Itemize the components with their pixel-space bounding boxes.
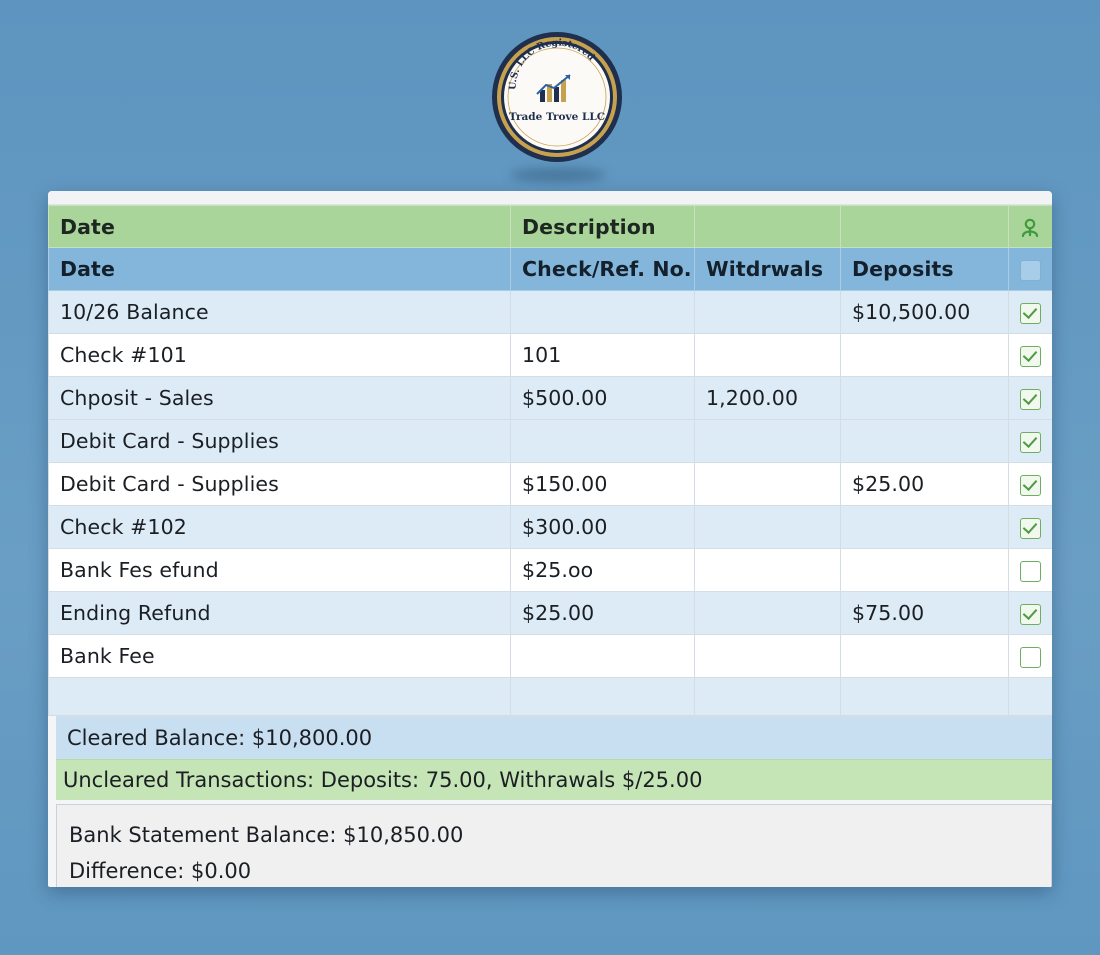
cleared-checkbox-icon[interactable]	[1020, 345, 1041, 367]
row-deposits	[840, 376, 1009, 420]
row-ref	[510, 419, 695, 463]
uncleared-transactions: Uncleared Transactions: Deposits: 75.00,…	[56, 759, 1052, 800]
table-row[interactable]: Debit Card - Supplies $150.00 $25.00	[48, 462, 1052, 506]
row-deposits: $75.00	[840, 591, 1009, 635]
chart-icon	[536, 74, 571, 102]
header-row-columns: Date Check/Ref. No. Witdrwals Deposits	[48, 247, 1052, 291]
cleared-checkbox-icon[interactable]	[1020, 388, 1041, 410]
column-deposits: Deposits	[840, 247, 1009, 291]
row-deposits	[840, 505, 1009, 549]
header-description: Description	[510, 205, 695, 248]
select-all-checkbox-icon[interactable]	[1020, 259, 1041, 281]
reconciliation-table: Date Description Date Check/Ref. No. Wit…	[48, 205, 1052, 716]
row-ref: $25.00	[510, 591, 695, 635]
table-row[interactable]: Check #102 $300.00	[48, 505, 1052, 549]
cleared-checkbox-icon[interactable]	[1020, 302, 1041, 324]
cleared-balance: Cleared Balance: $10,800.00	[56, 716, 1052, 759]
row-ref	[510, 634, 695, 678]
reconciliation-card: Date Description Date Check/Ref. No. Wit…	[48, 191, 1052, 887]
row-withdrawals	[694, 548, 841, 592]
row-deposits	[840, 419, 1009, 463]
header-row-top: Date Description	[48, 205, 1052, 248]
row-withdrawals	[694, 333, 841, 377]
row-description: Check #102	[48, 505, 511, 549]
row-description: Chposit - Sales	[48, 376, 511, 420]
table-row[interactable]: Chposit - Sales $500.00 1,200.00	[48, 376, 1052, 420]
row-ref: 101	[510, 333, 695, 377]
row-withdrawals	[694, 419, 841, 463]
row-deposits	[840, 634, 1009, 678]
cleared-checkbox-icon[interactable]	[1020, 646, 1041, 668]
row-deposits: $25.00	[840, 462, 1009, 506]
header-date: Date	[48, 205, 511, 248]
row-deposits: $10,500.00	[840, 290, 1009, 334]
logo-shadow	[510, 168, 606, 182]
logo-name: Trade Trove LLC	[509, 111, 605, 123]
statement-summary-box: Bank Statement Balance: $10,850.00 Diffe…	[56, 804, 1052, 887]
cleared-checkbox-icon[interactable]	[1020, 517, 1041, 539]
table-row[interactable]: Check #101 101	[48, 333, 1052, 377]
row-withdrawals	[694, 591, 841, 635]
ledger-body: 10/26 Balance $10,500.00 Check #101 101 …	[48, 290, 1052, 716]
row-withdrawals: 1,200.00	[694, 376, 841, 420]
row-ref: $25.oo	[510, 548, 695, 592]
row-withdrawals	[694, 505, 841, 549]
summary-section: Cleared Balance: $10,800.00 Uncleared Tr…	[56, 716, 1052, 887]
header-empty-2	[840, 205, 1009, 248]
row-description: Ending Refund	[48, 591, 511, 635]
cleared-checkbox-icon[interactable]	[1020, 560, 1041, 582]
table-row[interactable]: Ending Refund $25.00 $75.00	[48, 591, 1052, 635]
row-description: Bank Fes efund	[48, 548, 511, 592]
bank-statement-balance: Bank Statement Balance: $10,850.00	[69, 823, 464, 847]
table-row[interactable]: Debit Card - Supplies	[48, 419, 1052, 463]
row-description: 10/26 Balance	[48, 290, 511, 334]
difference: Difference: $0.00	[69, 859, 252, 883]
row-withdrawals	[694, 462, 841, 506]
row-ref	[510, 290, 695, 334]
row-ref: $500.00	[510, 376, 695, 420]
row-withdrawals	[694, 634, 841, 678]
table-row-empty	[48, 677, 1052, 716]
column-withdrawals: Witdrwals	[694, 247, 841, 291]
trade-trove-logo: U.S. LLC Registered Trade Trove LLC	[492, 32, 622, 162]
column-check-ref: Check/Ref. No.	[510, 247, 695, 291]
row-withdrawals	[694, 290, 841, 334]
cleared-checkbox-icon[interactable]	[1020, 431, 1041, 453]
row-deposits	[840, 333, 1009, 377]
row-description: Bank Fee	[48, 634, 511, 678]
card-top-bar	[48, 191, 1052, 205]
table-row[interactable]: Bank Fes efund $25.oo	[48, 548, 1052, 592]
select-all-cell[interactable]	[1008, 247, 1052, 291]
header-empty-1	[694, 205, 841, 248]
row-description: Debit Card - Supplies	[48, 419, 511, 463]
cleared-checkbox-icon[interactable]	[1020, 474, 1041, 496]
row-description: Debit Card - Supplies	[48, 462, 511, 506]
row-deposits	[840, 548, 1009, 592]
table-row[interactable]: Bank Fee	[48, 634, 1052, 678]
cleared-checkbox-icon[interactable]	[1020, 603, 1041, 625]
row-description: Check #101	[48, 333, 511, 377]
table-row[interactable]: 10/26 Balance $10,500.00	[48, 290, 1052, 334]
row-ref: $150.00	[510, 462, 695, 506]
column-date: Date	[48, 247, 511, 291]
header-user-cell[interactable]	[1008, 205, 1052, 248]
user-icon[interactable]	[1020, 217, 1040, 239]
row-ref: $300.00	[510, 505, 695, 549]
